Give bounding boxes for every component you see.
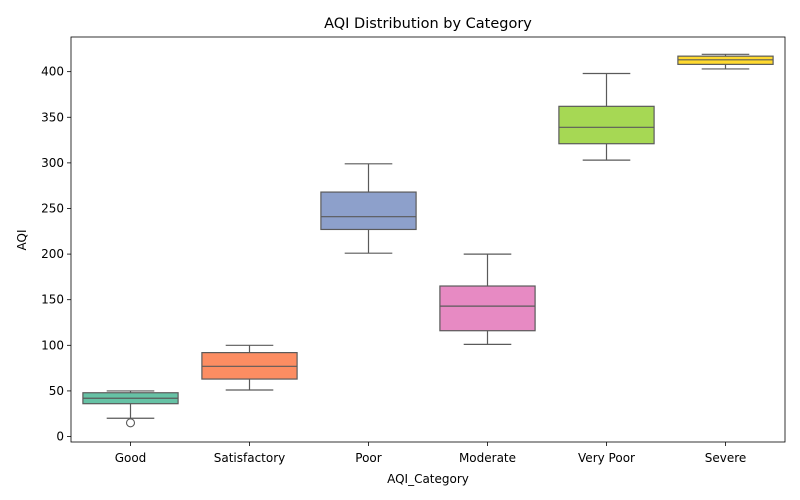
x-tick-label: Poor [355, 451, 381, 465]
chart-title: AQI Distribution by Category [324, 16, 532, 32]
y-tick-label: 200 [41, 247, 64, 261]
y-tick-label: 150 [41, 293, 64, 307]
y-tick-label: 100 [41, 338, 64, 352]
box-satisfactory [201, 344, 298, 391]
y-axis-label: AQI [15, 230, 29, 251]
y-axis: 0 50 100 150 200 250 300 350 400 [41, 65, 71, 444]
x-tick-label: Very Poor [578, 451, 635, 465]
box-iqr [320, 191, 417, 231]
y-tick-label: 400 [41, 65, 64, 79]
x-axis-label: AQI_Category [387, 472, 469, 486]
x-tick-label: Severe [705, 451, 747, 465]
plot-frame [70, 36, 786, 443]
box-good [82, 390, 179, 428]
y-tick-label: 350 [41, 110, 64, 124]
box-severe [677, 53, 774, 70]
y-tick-label: 300 [41, 156, 64, 170]
box-iqr [558, 105, 655, 145]
box-very-poor [558, 72, 655, 161]
box-poor [320, 163, 417, 254]
x-tick-label: Satisfactory [214, 451, 286, 465]
box-iqr [439, 285, 536, 332]
y-tick-label: 50 [49, 384, 64, 398]
x-tick-label: Moderate [459, 451, 516, 465]
y-tick-label: 250 [41, 201, 64, 215]
x-axis: Good Satisfactory Poor Moderate Very Poor Sev… [115, 442, 747, 465]
box-moderate [439, 253, 536, 345]
x-tick-label: Good [115, 451, 147, 465]
y-tick-label: 0 [56, 430, 64, 444]
plot-area [82, 53, 774, 428]
outlier-point [125, 418, 136, 428]
